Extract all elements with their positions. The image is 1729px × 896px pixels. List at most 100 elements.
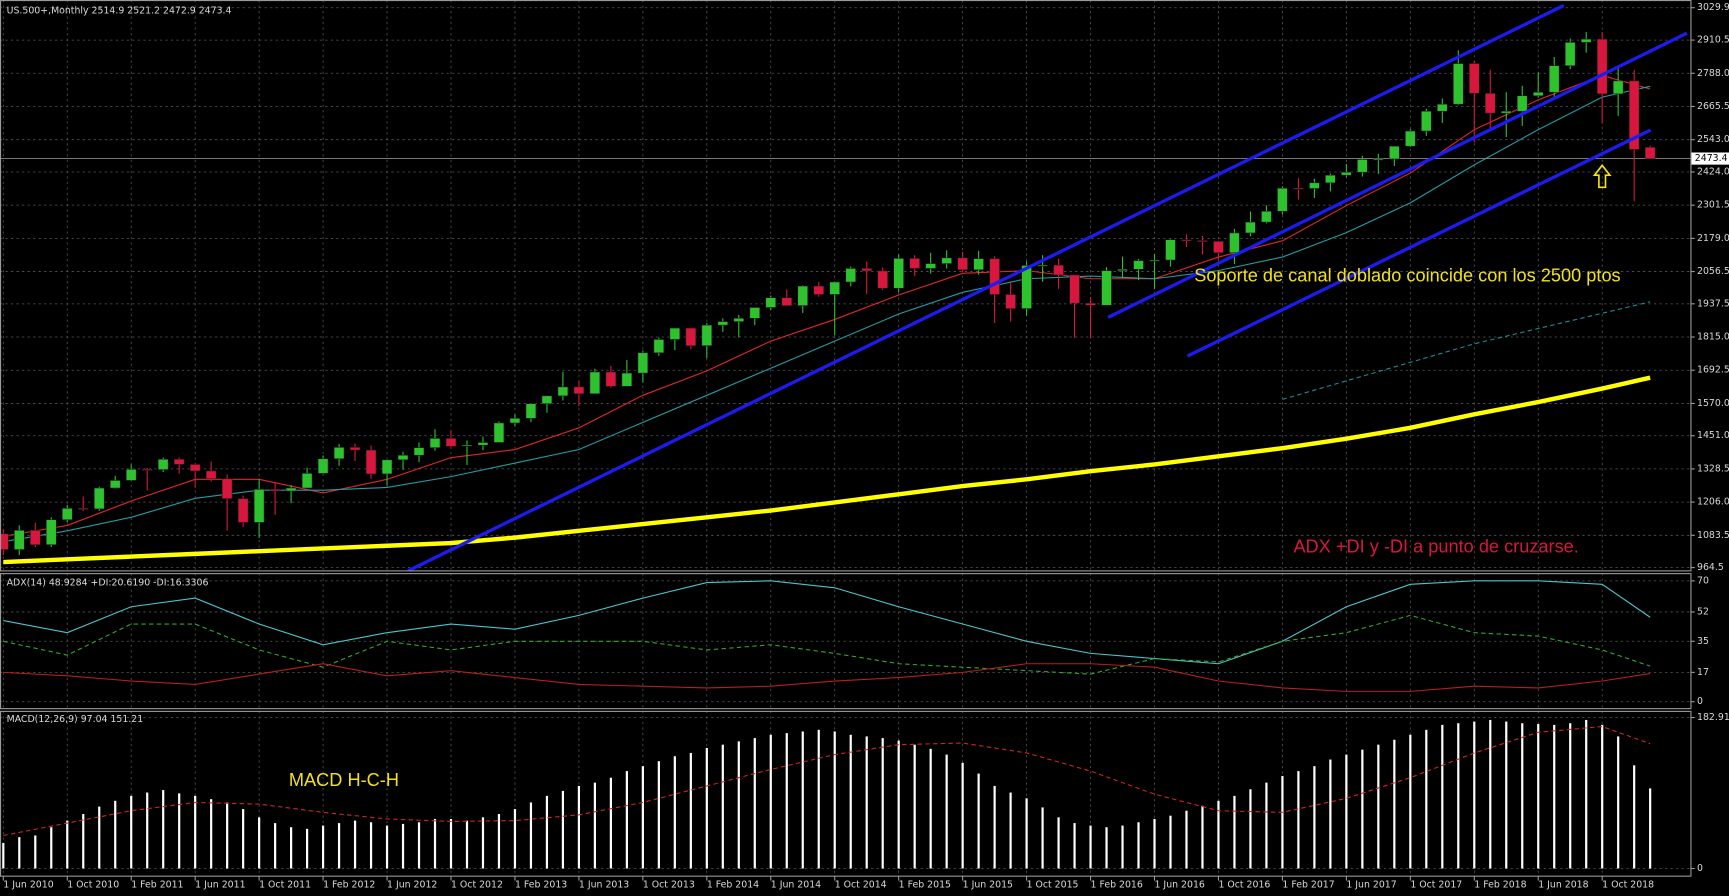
candle-body <box>557 386 569 397</box>
x-tick-label: 1 Jun 2016 <box>1155 879 1205 890</box>
macd-bar <box>593 782 596 869</box>
candle-body <box>573 386 585 394</box>
y-tick-label: 3029.9 <box>1697 2 1729 13</box>
candle-body <box>1628 80 1640 150</box>
macd-bar <box>274 823 277 869</box>
macd-bar <box>753 738 756 869</box>
indicator-line <box>3 375 1651 565</box>
macd-bar <box>513 809 517 869</box>
macd-bar <box>146 792 149 869</box>
candle-body <box>861 268 872 272</box>
candle-body <box>1277 187 1288 212</box>
macd-bar <box>1025 798 1028 869</box>
candle-body <box>1037 264 1048 267</box>
macd-bar <box>1345 754 1348 869</box>
macd-bar <box>82 814 85 869</box>
x-tick-label: 1 Feb 2012 <box>323 879 375 890</box>
y-tick-label: 1815.0 <box>1697 332 1729 343</box>
y-tick-label: 1692.5 <box>1697 365 1729 376</box>
y-tick-label: 182.91 <box>1697 712 1729 723</box>
candle-body <box>781 297 792 306</box>
macd-bar <box>801 731 804 869</box>
macd-bar <box>545 795 549 869</box>
candle-body <box>973 258 984 271</box>
macd-bar <box>785 733 788 869</box>
macd-bar <box>50 827 53 869</box>
candle-body <box>509 418 521 424</box>
indicator-line <box>3 85 1651 543</box>
x-tick-label: 1 Jun 2012 <box>387 879 437 890</box>
y-tick-label: 2179.0 <box>1697 233 1729 244</box>
x-tick-label: 1 Jun 2015 <box>963 879 1013 890</box>
macd-bar <box>162 790 165 869</box>
y-tick-label: 1451.0 <box>1697 430 1729 441</box>
macd-bar <box>897 740 900 869</box>
macd-bar <box>481 817 485 869</box>
candle-body <box>381 459 393 475</box>
candle-body <box>957 257 968 271</box>
x-tick-label: 1 Jun 2017 <box>1346 879 1396 890</box>
candle-body <box>1437 103 1448 112</box>
macd-bar <box>497 814 501 869</box>
x-tick-label: 1 Feb 2011 <box>131 879 183 890</box>
candle-body <box>909 258 920 269</box>
y-tick-label: 2424.0 <box>1697 166 1729 177</box>
adx-line <box>3 580 1651 665</box>
candle-body <box>1421 110 1432 132</box>
macd-bar <box>385 825 389 869</box>
macd-bar <box>1649 788 1652 869</box>
candle-body <box>1357 159 1368 173</box>
candle-body <box>749 307 761 319</box>
candle-body <box>637 352 649 374</box>
y-tick-label: 0 <box>1697 863 1703 874</box>
macd-pane-frame <box>0 710 1692 877</box>
y-tick-label: 0 <box>1697 696 1703 707</box>
candle-body <box>653 339 665 354</box>
macd-bar <box>1377 744 1380 869</box>
candle-body <box>733 318 745 322</box>
macd-bar <box>1217 800 1220 869</box>
x-tick-label: 1 Oct 2016 <box>1218 879 1270 890</box>
candle-body <box>701 324 713 346</box>
macd-bar <box>1457 723 1460 869</box>
candle-body <box>541 395 553 404</box>
candle-body <box>62 508 73 521</box>
trend-line <box>407 4 1565 571</box>
macd-bar <box>1393 739 1396 869</box>
macd-bar <box>1473 721 1476 869</box>
y-tick-label: 2301.5 <box>1697 200 1729 211</box>
candle-body <box>1309 182 1320 189</box>
macd-bar <box>465 820 469 869</box>
candle-body <box>1501 110 1512 114</box>
candle-body <box>1469 63 1480 94</box>
candle-body <box>717 321 729 326</box>
macd-bar <box>1073 823 1076 869</box>
candle-body <box>797 285 808 306</box>
candle-body <box>365 449 377 475</box>
y-tick-label: 2056.5 <box>1697 266 1729 277</box>
macd-bar <box>321 825 325 869</box>
candle-body <box>605 371 617 387</box>
candle-body <box>1181 239 1192 242</box>
macd-bar <box>881 738 884 869</box>
macd-bar <box>1505 721 1508 869</box>
macd-bar <box>1265 782 1268 869</box>
x-tick-label: 1 Jun 2011 <box>195 879 245 890</box>
x-tick-label: 1 Oct 2014 <box>835 879 887 890</box>
macd-bar <box>1521 723 1524 869</box>
adx-pane-frame <box>0 573 1692 710</box>
y-tick-label: 35 <box>1697 636 1709 647</box>
macd-bar <box>258 817 261 869</box>
candle-body <box>813 285 824 295</box>
candle-body <box>1053 264 1064 276</box>
candle-body <box>1245 221 1256 234</box>
macd-bar <box>1361 749 1364 869</box>
macd-bar <box>401 823 405 869</box>
price-pane-title: US.500+,Monthly 2514.9 2521.2 2472.9 247… <box>7 6 232 17</box>
y-tick-label: 2543.0 <box>1697 134 1729 145</box>
macd-bar <box>689 752 692 869</box>
candle-body <box>317 458 329 474</box>
x-tick-label: 1 Oct 2017 <box>1410 879 1462 890</box>
y-tick-label: 1570.0 <box>1697 398 1729 409</box>
candle-body <box>925 263 936 269</box>
